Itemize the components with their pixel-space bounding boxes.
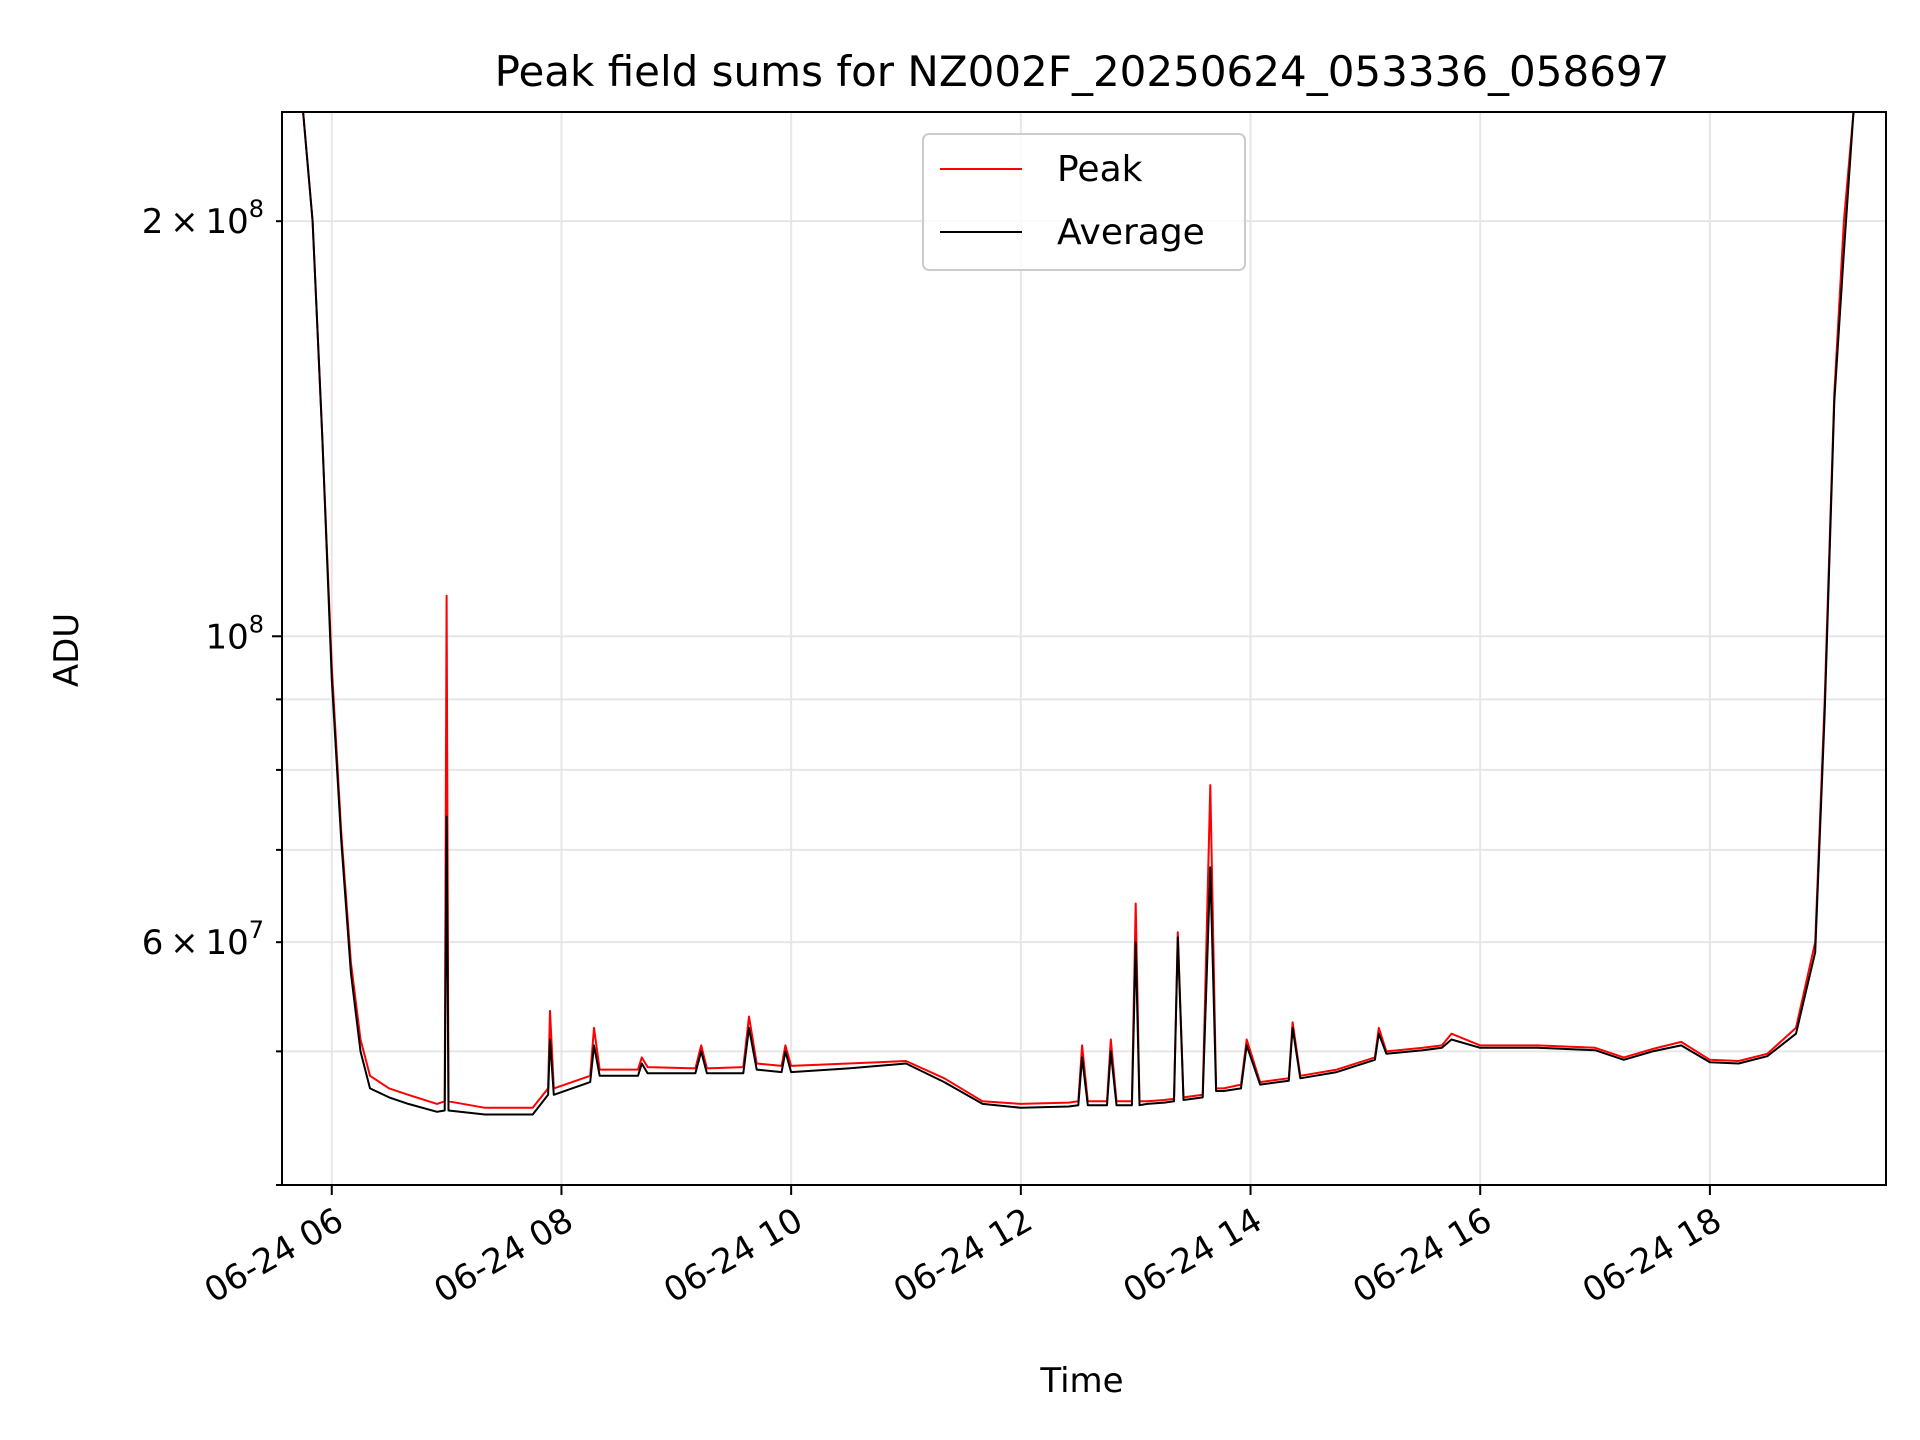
chart-title: Peak field sums for NZ002F_20250624_0533…	[495, 47, 1670, 96]
series-layer	[302, 112, 1863, 1116]
plot-frame	[281, 111, 1887, 1186]
y-tick-label: 108	[205, 610, 264, 657]
y-tick-label: 2 × 108	[142, 195, 264, 242]
y-tick-label: 6 × 107	[142, 916, 264, 963]
y-axis: 2 × 108 108 6 × 107	[142, 195, 282, 1186]
legend-label-peak: Peak	[1057, 149, 1143, 190]
y-axis-label: ADU	[47, 613, 87, 687]
legend-label-average: Average	[1057, 212, 1205, 253]
x-axis-label: Time	[1039, 1361, 1123, 1401]
series-line-average	[302, 112, 1863, 1116]
legend: Peak Average	[922, 133, 1246, 271]
